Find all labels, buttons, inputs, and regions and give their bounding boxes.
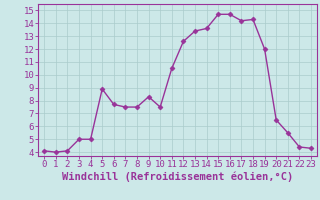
X-axis label: Windchill (Refroidissement éolien,°C): Windchill (Refroidissement éolien,°C) (62, 172, 293, 182)
